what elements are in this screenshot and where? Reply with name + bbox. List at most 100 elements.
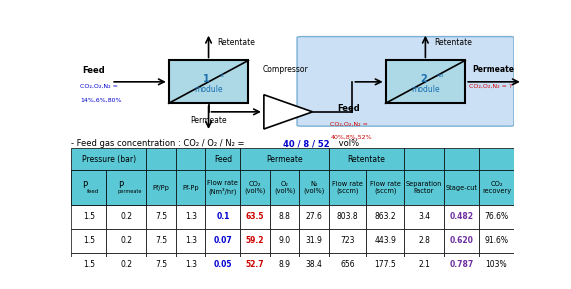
Text: 1.5: 1.5 <box>83 236 95 245</box>
Bar <box>367 205 404 229</box>
Bar <box>176 229 206 253</box>
Text: CO₂,O₂,N₂ =: CO₂,O₂,N₂ = <box>80 84 118 89</box>
Text: - Operation temperature : 50 ºC: - Operation temperature : 50 ºC <box>71 157 206 166</box>
Bar <box>106 170 147 205</box>
Text: Pf/Pp: Pf/Pp <box>153 184 170 190</box>
Text: 91.6%: 91.6% <box>484 236 508 245</box>
Bar <box>71 148 147 170</box>
Text: CO₂,O₂,N₂ = ?: CO₂,O₂,N₂ = ? <box>469 84 512 89</box>
Text: 0.05: 0.05 <box>214 260 232 269</box>
Bar <box>71 170 106 205</box>
Text: 2.8: 2.8 <box>418 236 430 245</box>
Text: 40%,8%,52%: 40%,8%,52% <box>330 135 372 140</box>
Bar <box>206 170 240 205</box>
Bar <box>479 205 514 229</box>
Text: 103%: 103% <box>486 260 507 269</box>
Text: 1.5: 1.5 <box>83 212 95 221</box>
Bar <box>176 170 206 205</box>
Text: Retentate: Retentate <box>348 155 385 164</box>
Text: 8.8: 8.8 <box>279 212 291 221</box>
Bar <box>479 170 514 205</box>
Text: module: module <box>194 85 223 94</box>
Bar <box>240 205 270 229</box>
Text: 0.2: 0.2 <box>120 212 132 221</box>
Bar <box>270 170 299 205</box>
Text: 0.620: 0.620 <box>450 236 473 245</box>
Text: Flow rate
(sccm): Flow rate (sccm) <box>370 181 401 194</box>
Text: - Feed gas concentration : CO₂ / O₂ / N₂ =: - Feed gas concentration : CO₂ / O₂ / N₂… <box>71 140 247 149</box>
Text: 0.482: 0.482 <box>449 212 473 221</box>
Text: nd: nd <box>436 73 444 78</box>
Text: 177.5: 177.5 <box>374 260 396 269</box>
Text: Permeate: Permeate <box>472 65 514 74</box>
Text: Permeate: Permeate <box>266 155 303 164</box>
Text: 0.2: 0.2 <box>120 236 132 245</box>
Bar <box>444 253 479 277</box>
Text: N₂
(vol%): N₂ (vol%) <box>303 181 325 194</box>
Text: 723: 723 <box>340 236 355 245</box>
Bar <box>299 253 329 277</box>
Bar <box>479 148 514 170</box>
Bar <box>240 148 329 170</box>
Text: 31.9: 31.9 <box>305 236 323 245</box>
Bar <box>329 253 367 277</box>
Text: 27.6: 27.6 <box>305 212 323 221</box>
Bar <box>444 170 479 205</box>
Bar <box>367 229 404 253</box>
Bar <box>206 205 240 229</box>
Text: Retentate: Retentate <box>434 38 472 47</box>
Text: vol%: vol% <box>336 140 359 149</box>
Bar <box>71 253 106 277</box>
Text: 656: 656 <box>340 260 355 269</box>
Text: 1.5: 1.5 <box>83 260 95 269</box>
Bar <box>367 253 404 277</box>
Bar <box>176 253 206 277</box>
Text: 63.5: 63.5 <box>246 212 264 221</box>
FancyBboxPatch shape <box>297 37 514 126</box>
Text: Flow rate
(Nm³/hr): Flow rate (Nm³/hr) <box>207 180 238 195</box>
Bar <box>147 170 176 205</box>
Text: 52.7: 52.7 <box>246 260 264 269</box>
Bar <box>367 170 404 205</box>
Text: 1: 1 <box>203 74 210 84</box>
Bar <box>404 205 444 229</box>
Text: st: st <box>220 73 224 78</box>
Text: 76.6%: 76.6% <box>484 212 509 221</box>
Bar <box>240 229 270 253</box>
Text: 59.2: 59.2 <box>246 236 264 245</box>
Text: Compressor: Compressor <box>263 65 309 75</box>
Text: O₂
(vol%): O₂ (vol%) <box>274 181 295 194</box>
Text: 40 / 8 / 52: 40 / 8 / 52 <box>283 140 329 149</box>
Text: CO₂
(vol%): CO₂ (vol%) <box>244 181 266 194</box>
Text: 9.0: 9.0 <box>279 236 291 245</box>
Text: Pressure (bar): Pressure (bar) <box>82 155 136 164</box>
Text: feed: feed <box>87 189 99 194</box>
Text: Separation
Factor: Separation Factor <box>406 181 443 194</box>
Bar <box>479 229 514 253</box>
Text: Retentate: Retentate <box>218 38 255 47</box>
Bar <box>329 170 367 205</box>
Text: 443.9: 443.9 <box>374 236 396 245</box>
Text: 1.3: 1.3 <box>185 212 197 221</box>
Bar <box>147 229 176 253</box>
Text: Pf-Pp: Pf-Pp <box>182 184 199 190</box>
Bar <box>329 229 367 253</box>
Bar <box>404 253 444 277</box>
Bar <box>240 170 270 205</box>
Text: 2: 2 <box>420 74 427 84</box>
Text: Permeate: Permeate <box>190 116 227 125</box>
Bar <box>106 205 147 229</box>
Text: 38.4: 38.4 <box>305 260 323 269</box>
Text: module: module <box>411 85 440 94</box>
Bar <box>299 170 329 205</box>
Bar <box>147 253 176 277</box>
Text: 803.8: 803.8 <box>337 212 359 221</box>
Bar <box>206 148 240 170</box>
Bar <box>106 253 147 277</box>
Bar <box>147 205 176 229</box>
Bar <box>71 229 106 253</box>
Bar <box>329 148 404 170</box>
Text: Stage-cut: Stage-cut <box>445 184 477 190</box>
Bar <box>329 205 367 229</box>
Polygon shape <box>264 95 312 129</box>
